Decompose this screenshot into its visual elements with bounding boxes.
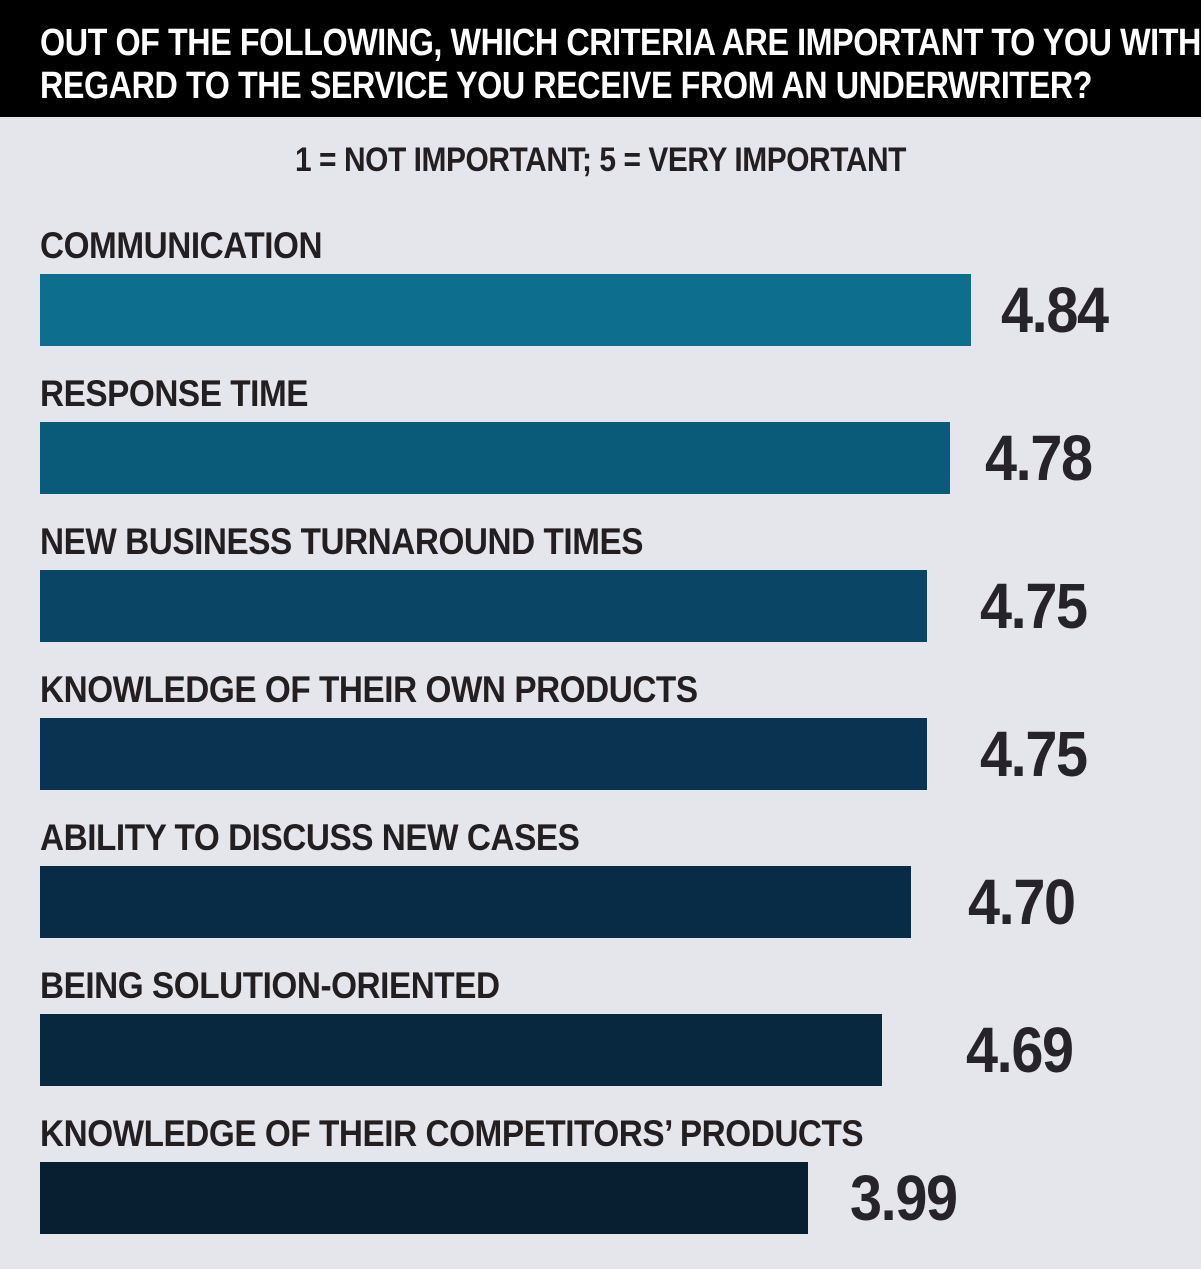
value-label: 4.84 bbox=[1001, 274, 1109, 346]
bar-group: ABILITY TO DISCUSS NEW CASES 4.70 bbox=[40, 819, 1201, 938]
category-label: RESPONSE TIME bbox=[40, 373, 309, 414]
bar-group: KNOWLEDGE OF THEIR OWN PRODUCTS 4.75 bbox=[40, 671, 1201, 790]
value-label: 4.75 bbox=[980, 718, 1088, 790]
bar-row: 4.75 bbox=[40, 570, 1201, 642]
bar-group: KNOWLEDGE OF THEIR COMPETITORS’ PRODUCTS… bbox=[40, 1115, 1201, 1234]
value-label: 4.75 bbox=[980, 570, 1088, 642]
chart-title: OUT OF THE FOLLOWING, WHICH CRITERIA ARE… bbox=[40, 22, 1201, 109]
scale-legend: 1 = NOT IMPORTANT; 5 = VERY IMPORTANT bbox=[294, 141, 906, 179]
bar-row: 3.99 bbox=[40, 1162, 1201, 1234]
bar bbox=[40, 274, 971, 346]
bar-group: BEING SOLUTION-ORIENTED 4.69 bbox=[40, 967, 1201, 1086]
category-label: ABILITY TO DISCUSS NEW CASES bbox=[40, 817, 580, 858]
bar bbox=[40, 718, 927, 790]
bar bbox=[40, 422, 950, 494]
bar-row: 4.75 bbox=[40, 718, 1201, 790]
category-label: KNOWLEDGE OF THEIR COMPETITORS’ PRODUCTS bbox=[40, 1113, 864, 1154]
bar-row: 4.69 bbox=[40, 1014, 1201, 1086]
bar-row: 4.78 bbox=[40, 422, 1201, 494]
bar-chart: COMMUNICATION 4.84 RESPONSE TIME 4.78 NE… bbox=[0, 180, 1201, 1234]
bar bbox=[40, 570, 927, 642]
bar-group: RESPONSE TIME 4.78 bbox=[40, 375, 1201, 494]
category-label: COMMUNICATION bbox=[40, 225, 323, 266]
value-label: 4.78 bbox=[985, 422, 1093, 494]
category-label: NEW BUSINESS TURNAROUND TIMES bbox=[40, 521, 644, 562]
category-label: KNOWLEDGE OF THEIR OWN PRODUCTS bbox=[40, 669, 698, 710]
chart-title-banner: OUT OF THE FOLLOWING, WHICH CRITERIA ARE… bbox=[0, 0, 1201, 117]
chart-title-line-1: OUT OF THE FOLLOWING, WHICH CRITERIA ARE… bbox=[40, 22, 1201, 64]
bar-row: 4.70 bbox=[40, 866, 1201, 938]
chart-title-line-2: REGARD TO THE SERVICE YOU RECEIVE FROM A… bbox=[40, 65, 1093, 108]
category-label: BEING SOLUTION-ORIENTED bbox=[40, 965, 500, 1006]
bar bbox=[40, 1162, 808, 1234]
value-label: 3.99 bbox=[850, 1162, 958, 1234]
bar bbox=[40, 866, 911, 938]
bar bbox=[40, 1014, 882, 1086]
bar-group: COMMUNICATION 4.84 bbox=[40, 227, 1201, 346]
value-label: 4.70 bbox=[968, 866, 1076, 938]
bar-group: NEW BUSINESS TURNAROUND TIMES 4.75 bbox=[40, 523, 1201, 642]
bar-row: 4.84 bbox=[40, 274, 1201, 346]
value-label: 4.69 bbox=[966, 1014, 1074, 1086]
